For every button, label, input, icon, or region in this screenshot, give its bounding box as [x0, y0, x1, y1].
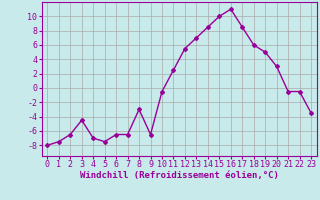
X-axis label: Windchill (Refroidissement éolien,°C): Windchill (Refroidissement éolien,°C) — [80, 171, 279, 180]
